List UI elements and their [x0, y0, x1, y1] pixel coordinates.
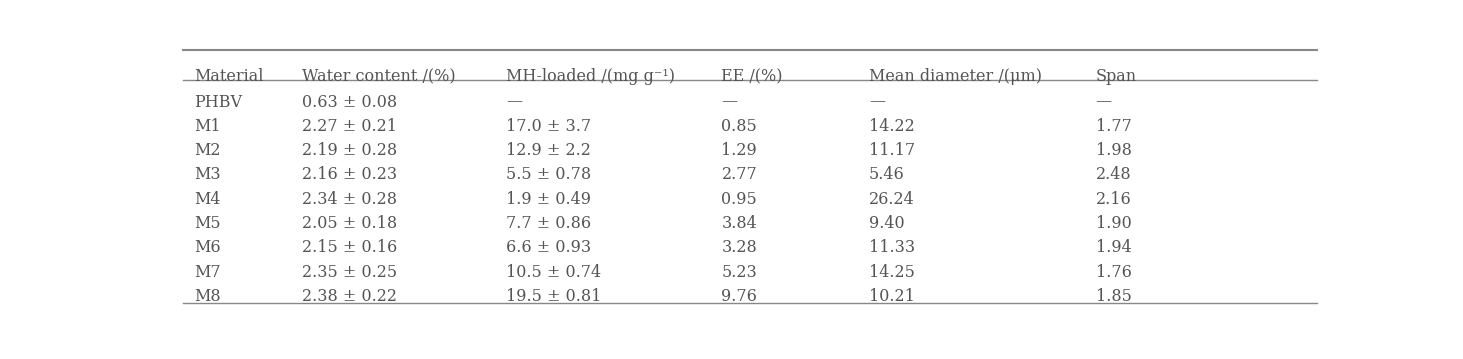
- Text: M8: M8: [195, 288, 221, 305]
- Text: 2.15 ± 0.16: 2.15 ± 0.16: [301, 239, 396, 256]
- Text: PHBV: PHBV: [195, 93, 243, 111]
- Text: 3.28: 3.28: [721, 239, 758, 256]
- Text: 6.6 ± 0.93: 6.6 ± 0.93: [506, 239, 591, 256]
- Text: 14.25: 14.25: [869, 264, 914, 281]
- Text: 0.85: 0.85: [721, 118, 758, 135]
- Text: EE /(%): EE /(%): [721, 68, 783, 85]
- Text: 11.17: 11.17: [869, 142, 914, 159]
- Text: 26.24: 26.24: [869, 191, 914, 208]
- Text: —: —: [721, 93, 737, 111]
- Text: 2.35 ± 0.25: 2.35 ± 0.25: [301, 264, 396, 281]
- Text: M3: M3: [195, 167, 221, 183]
- Text: 7.7 ± 0.86: 7.7 ± 0.86: [506, 215, 591, 232]
- Text: —: —: [869, 93, 885, 111]
- Text: 9.40: 9.40: [869, 215, 904, 232]
- Text: 3.84: 3.84: [721, 215, 758, 232]
- Text: 12.9 ± 2.2: 12.9 ± 2.2: [506, 142, 591, 159]
- Text: M7: M7: [195, 264, 221, 281]
- Text: 1.98: 1.98: [1096, 142, 1131, 159]
- Text: 1.9 ± 0.49: 1.9 ± 0.49: [506, 191, 591, 208]
- Text: M4: M4: [195, 191, 221, 208]
- Text: Material: Material: [195, 68, 263, 85]
- Text: M5: M5: [195, 215, 221, 232]
- Text: MH-loaded /(mg g⁻¹): MH-loaded /(mg g⁻¹): [506, 68, 674, 85]
- Text: 11.33: 11.33: [869, 239, 914, 256]
- Text: Span: Span: [1096, 68, 1137, 85]
- Text: 14.22: 14.22: [869, 118, 914, 135]
- Text: 17.0 ± 3.7: 17.0 ± 3.7: [506, 118, 591, 135]
- Text: 1.29: 1.29: [721, 142, 758, 159]
- Text: 5.46: 5.46: [869, 167, 904, 183]
- Text: M1: M1: [195, 118, 221, 135]
- Text: Water content /(%): Water content /(%): [301, 68, 455, 85]
- Text: 10.21: 10.21: [869, 288, 914, 305]
- Text: 1.77: 1.77: [1096, 118, 1131, 135]
- Text: 5.5 ± 0.78: 5.5 ± 0.78: [506, 167, 591, 183]
- Text: 2.16: 2.16: [1096, 191, 1131, 208]
- Text: 2.19 ± 0.28: 2.19 ± 0.28: [301, 142, 396, 159]
- Text: Mean diameter /(μm): Mean diameter /(μm): [869, 68, 1042, 85]
- Text: 2.77: 2.77: [721, 167, 758, 183]
- Text: 2.27 ± 0.21: 2.27 ± 0.21: [301, 118, 396, 135]
- Text: 1.76: 1.76: [1096, 264, 1131, 281]
- Text: 5.23: 5.23: [721, 264, 758, 281]
- Text: 0.95: 0.95: [721, 191, 758, 208]
- Text: 1.85: 1.85: [1096, 288, 1131, 305]
- Text: 10.5 ± 0.74: 10.5 ± 0.74: [506, 264, 601, 281]
- Text: M6: M6: [195, 239, 221, 256]
- Text: 9.76: 9.76: [721, 288, 758, 305]
- Text: 2.38 ± 0.22: 2.38 ± 0.22: [301, 288, 396, 305]
- Text: 2.34 ± 0.28: 2.34 ± 0.28: [301, 191, 396, 208]
- Text: 1.94: 1.94: [1096, 239, 1131, 256]
- Text: M2: M2: [195, 142, 221, 159]
- Text: 2.16 ± 0.23: 2.16 ± 0.23: [301, 167, 396, 183]
- Text: 1.90: 1.90: [1096, 215, 1131, 232]
- Text: 0.63 ± 0.08: 0.63 ± 0.08: [301, 93, 396, 111]
- Text: —: —: [1096, 93, 1112, 111]
- Text: 19.5 ± 0.81: 19.5 ± 0.81: [506, 288, 601, 305]
- Text: 2.48: 2.48: [1096, 167, 1131, 183]
- Text: —: —: [506, 93, 522, 111]
- Text: 2.05 ± 0.18: 2.05 ± 0.18: [301, 215, 396, 232]
